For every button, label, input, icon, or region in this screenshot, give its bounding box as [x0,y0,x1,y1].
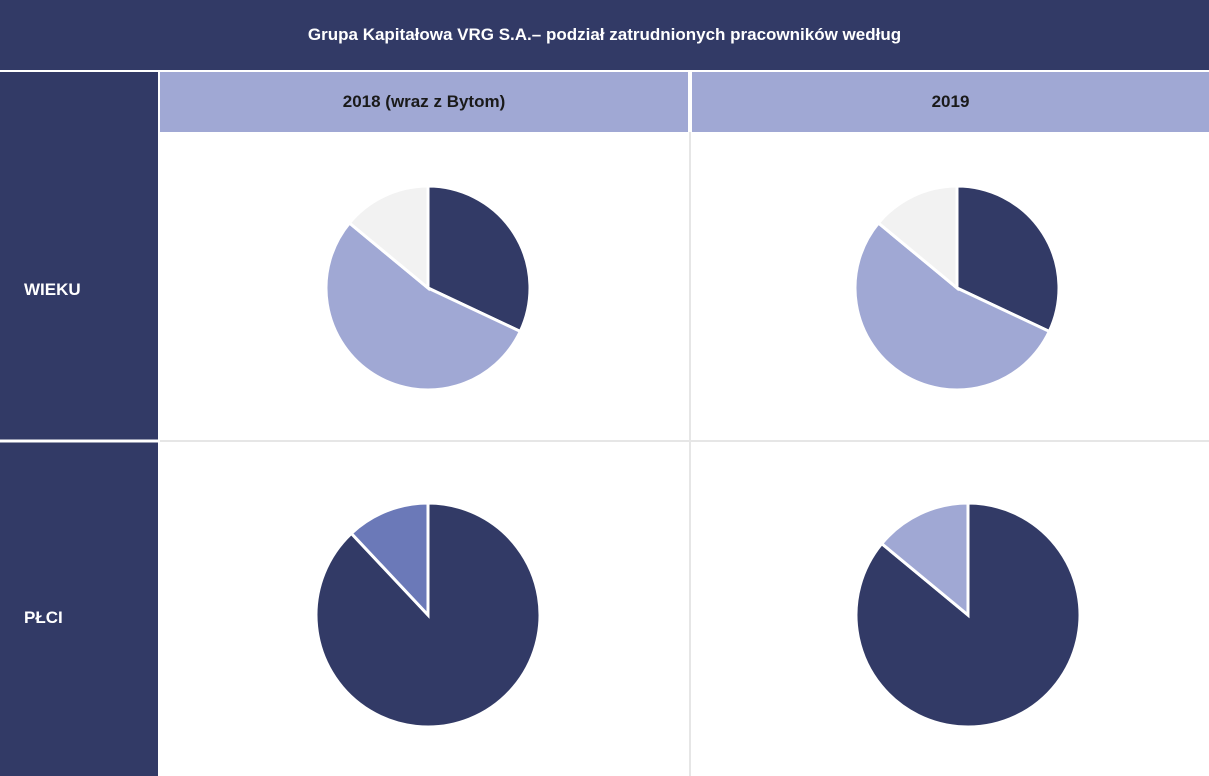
pie-slice [426,184,532,334]
pie-slice [347,184,430,292]
table-title: Grupa Kapitałowa VRG S.A.– podział zatru… [307,25,902,44]
pie-slice [324,220,523,392]
column-header: 2018 (wraz z Bytom) [342,92,506,111]
row-header: PŁCI [24,608,63,627]
pie-slice [879,501,970,619]
pie-slice [876,184,959,292]
pie-slice [955,184,1061,334]
pie-slice [853,220,1052,392]
pie-slice [349,501,430,619]
col-header-bg [160,72,688,132]
col-header-bg [692,72,1209,132]
title-bar [0,0,1209,70]
row-header: WIEKU [24,280,81,299]
column-header: 2019 [931,92,970,111]
row-header-bg [0,72,158,776]
